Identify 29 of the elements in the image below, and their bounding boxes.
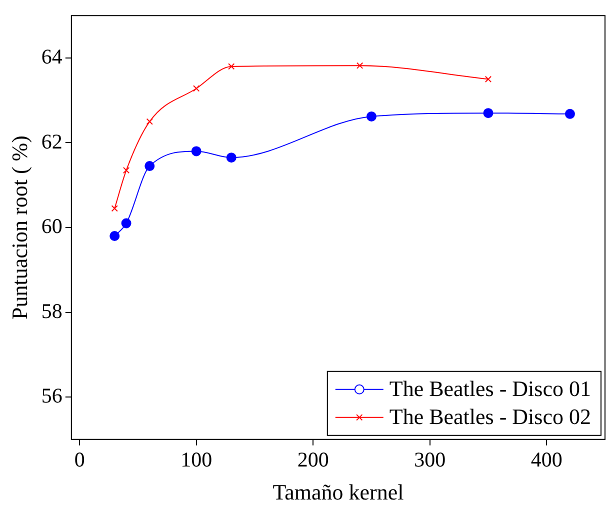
y-tick-label: 64 <box>41 44 63 68</box>
point <box>564 108 575 119</box>
legend-label: The Beatles - Disco 01 <box>389 376 591 402</box>
point <box>228 63 235 70</box>
x-tick-label: 200 <box>297 448 329 472</box>
point <box>122 166 130 174</box>
y-tick-label: 56 <box>41 384 62 408</box>
point <box>483 108 494 118</box>
x-tick-label: 300 <box>414 448 446 472</box>
y-tick-label: 60 <box>41 214 62 238</box>
point <box>193 85 200 92</box>
y-tick-label: 58 <box>41 298 62 323</box>
point <box>111 205 118 212</box>
point <box>146 118 153 125</box>
point <box>110 230 120 241</box>
point <box>366 111 376 122</box>
x-tick-label: 400 <box>530 448 562 472</box>
point <box>356 62 364 69</box>
legend-label: The Beatles - Disco 02 <box>389 404 591 430</box>
point <box>144 161 155 172</box>
x-tick-label: 100 <box>180 448 212 472</box>
point <box>226 152 236 163</box>
y-tick-label: 62 <box>41 129 62 154</box>
point <box>121 218 132 228</box>
point <box>484 76 492 82</box>
x-tick-label: 0 <box>74 448 85 472</box>
y-axis-title: Puntuacion root ( %) <box>6 136 32 320</box>
point <box>191 146 202 156</box>
x-axis-title: Tamaño kernel <box>272 480 404 505</box>
